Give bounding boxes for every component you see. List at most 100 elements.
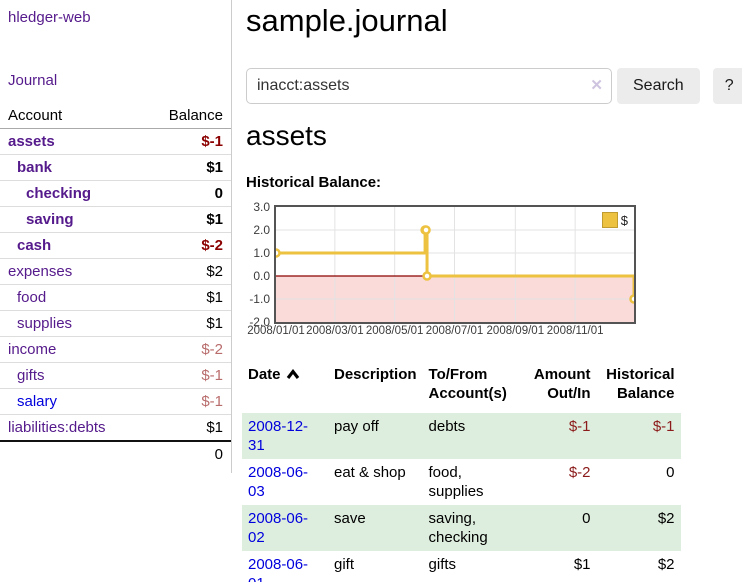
transaction-accounts: saving, checking xyxy=(428,510,488,546)
y-axis-tick-label: -1.0 xyxy=(249,292,270,306)
register-header-balance: Historical Balance xyxy=(606,366,675,402)
sidebar-account-link[interactable]: assets xyxy=(8,133,55,150)
sidebar-account-link[interactable]: liabilities:debts xyxy=(8,419,106,436)
account-row: food $1 xyxy=(0,284,231,311)
account-row: salary $-1 xyxy=(0,388,231,415)
search-bar: ✕ Search ? xyxy=(246,68,742,104)
transaction-description: pay off xyxy=(334,418,379,435)
search-input[interactable] xyxy=(246,68,612,104)
sidebar-account-link[interactable]: bank xyxy=(17,159,53,176)
account-balance: $1 xyxy=(206,289,223,306)
y-axis-tick-label: 0.0 xyxy=(253,269,270,283)
x-axis-tick-label: 2008/05/01 xyxy=(365,325,424,337)
brand-link[interactable]: hledger-web xyxy=(8,9,91,26)
transaction-description: gift xyxy=(334,556,355,573)
account-row: bank $1 xyxy=(0,154,231,181)
historical-balance-chart: $ 3.0 2.0 1.0 0.0 -1.0 -2.0 2008/01/01 2008/03/… xyxy=(240,200,740,346)
accounts-total-row: 0 xyxy=(0,441,231,467)
transaction-date-link[interactable]: 2008-06-03 xyxy=(248,464,309,500)
account-balance: $-1 xyxy=(201,393,223,410)
register-row[interactable]: 2008-06-01 gift gifts $1 $2 xyxy=(242,551,681,582)
accounts-header-row: Account Balance xyxy=(0,103,231,129)
sidebar-account-link[interactable]: checking xyxy=(26,185,92,202)
accounts-header-balance: Balance xyxy=(142,103,231,129)
sidebar-account-link[interactable]: cash xyxy=(17,237,52,254)
account-row: assets $-1 xyxy=(0,129,231,155)
account-balance: $1 xyxy=(206,419,223,436)
account-balance: $-2 xyxy=(201,237,223,254)
register-header-accounts: To/From Account(s) xyxy=(428,366,507,402)
y-axis-tick-label: 3.0 xyxy=(253,200,270,214)
register-row[interactable]: 2008-06-03 eat & shop food, supplies $-2 0 xyxy=(242,459,681,505)
x-axis-tick-label: 2008/07/01 xyxy=(425,325,484,337)
transaction-description: eat & shop xyxy=(334,464,406,481)
account-balance: $1 xyxy=(206,315,223,332)
account-balance: $1 xyxy=(206,159,223,176)
legend-label: $ xyxy=(620,212,628,228)
help-button[interactable]: ? xyxy=(712,68,742,104)
page-title: sample.journal xyxy=(246,3,448,38)
account-row: cash $-2 xyxy=(0,232,231,259)
account-balance: $-1 xyxy=(201,367,223,384)
chart-legend: $ xyxy=(601,212,628,228)
clear-search-icon[interactable]: ✕ xyxy=(590,77,603,94)
chart-plot-area: $ xyxy=(274,205,636,324)
x-axis-tick-label: 2008/01/01 xyxy=(247,325,305,337)
sidebar-account-link[interactable]: food xyxy=(17,289,47,306)
account-balance: $-1 xyxy=(201,133,223,150)
transaction-amount: 0 xyxy=(582,510,591,527)
transaction-amount: $1 xyxy=(573,556,591,573)
chart-canvas xyxy=(276,207,634,322)
x-axis-tick-label: 2008/09/01 xyxy=(486,325,545,337)
sort-ascending-icon xyxy=(286,368,299,379)
search-button[interactable]: Search xyxy=(617,68,700,104)
transaction-balance: 0 xyxy=(666,464,675,481)
register-header-date[interactable]: Date xyxy=(242,361,328,413)
register-header-description: Description xyxy=(334,366,417,383)
sidebar-account-link[interactable]: gifts xyxy=(17,367,45,384)
account-row: liabilities:debts $1 xyxy=(0,414,231,442)
transaction-description: save xyxy=(334,510,366,527)
x-axis-tick-label: 2008/11/01 xyxy=(546,325,604,337)
account-balance: $1 xyxy=(206,211,223,228)
account-row: income $-2 xyxy=(0,336,231,363)
account-row: checking 0 xyxy=(0,180,231,207)
sidebar-account-link[interactable]: saving xyxy=(26,211,74,228)
transaction-accounts: gifts xyxy=(428,556,457,573)
x-axis-tick-label: 2008/03/01 xyxy=(306,325,364,337)
transaction-balance: $2 xyxy=(657,510,675,527)
transaction-date-link[interactable]: 2008-06-02 xyxy=(248,510,309,546)
chart-title: Historical Balance: xyxy=(246,174,382,191)
transaction-balance: $2 xyxy=(657,556,675,573)
sidebar: hledger-web Journal Account Balance asse… xyxy=(0,0,232,473)
transaction-balance: $-1 xyxy=(652,418,675,435)
register-header-amount: Amount Out/In xyxy=(533,366,591,402)
transaction-accounts: food, supplies xyxy=(428,464,484,500)
accounts-table: Account Balance assets $-1 bank $1 checking 0… xyxy=(0,103,231,467)
register-table: Date Description To/From Account(s) Amou… xyxy=(242,361,681,582)
transaction-amount: $-1 xyxy=(568,418,591,435)
transaction-date-link[interactable]: 2008-06-01 xyxy=(248,556,309,582)
legend-swatch-icon xyxy=(601,212,618,228)
account-balance: 0 xyxy=(214,185,223,202)
sidebar-item-journal[interactable]: Journal xyxy=(8,72,58,89)
transaction-accounts: debts xyxy=(428,418,466,435)
accounts-total-value: 0 xyxy=(214,446,223,463)
account-balance: $-2 xyxy=(201,341,223,358)
transaction-date-link[interactable]: 2008-12-31 xyxy=(248,418,309,454)
register-row[interactable]: 2008-06-02 save saving, checking 0 $2 xyxy=(242,505,681,551)
y-axis-tick-label: 2.0 xyxy=(253,223,270,237)
sidebar-account-link[interactable]: income xyxy=(8,341,57,358)
register-row[interactable]: 2008-12-31 pay off debts $-1 $-1 xyxy=(242,413,681,459)
account-balance: $2 xyxy=(206,263,223,280)
transaction-amount: $-2 xyxy=(568,464,591,481)
account-row: supplies $1 xyxy=(0,310,231,337)
y-axis-tick-label: 1.0 xyxy=(253,246,270,260)
account-heading: assets xyxy=(246,120,327,151)
sidebar-account-link[interactable]: salary xyxy=(17,393,58,410)
accounts-header-account: Account xyxy=(0,103,143,129)
sidebar-account-link[interactable]: supplies xyxy=(17,315,73,332)
sidebar-account-link[interactable]: expenses xyxy=(8,263,73,280)
account-row: gifts $-1 xyxy=(0,362,231,389)
